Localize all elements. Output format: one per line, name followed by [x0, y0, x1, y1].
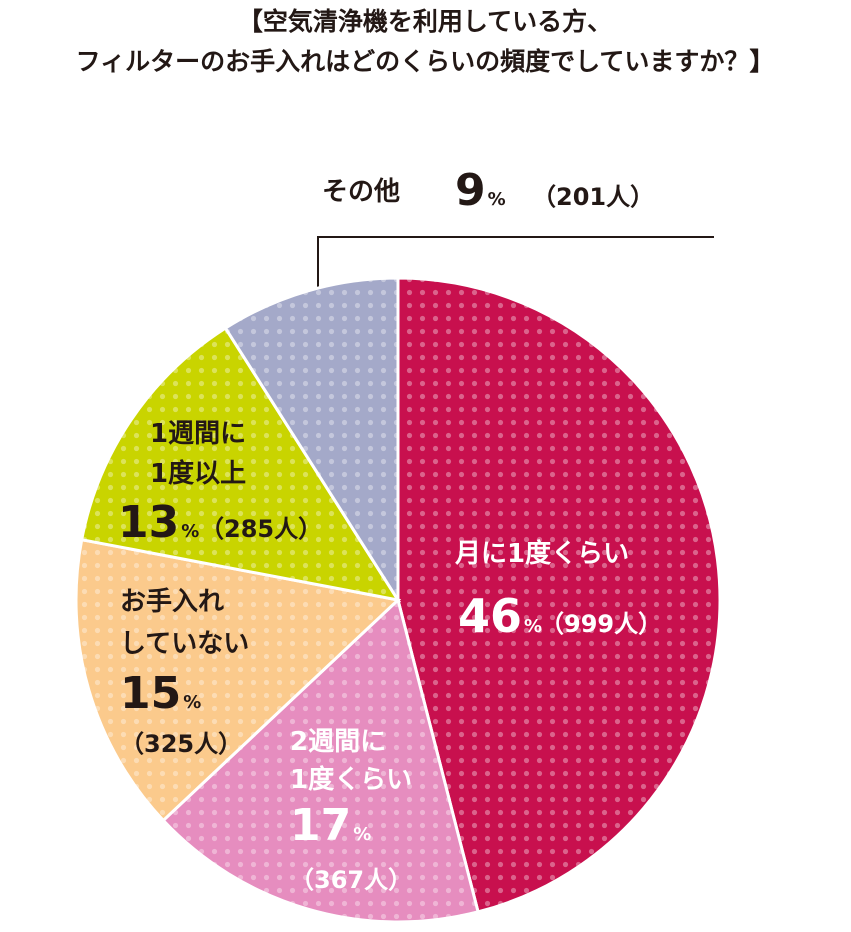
percent-label: 13% — [118, 497, 199, 548]
slice-dots — [81, 328, 399, 600]
percent-number: 17 — [290, 800, 351, 851]
slice-dots — [75, 539, 398, 821]
percent-label: 46% — [458, 589, 542, 643]
slice-label-line: お手入れ — [120, 587, 224, 617]
percent-number: 13 — [118, 497, 179, 548]
chart-title: 【空気清浄機を利用している方、 — [238, 7, 612, 36]
count-label: （999人） — [540, 610, 662, 638]
chart-title: フィルターのお手入れはどのくらいの頻度でしていますか？】 — [76, 47, 775, 76]
count-label: （325人） — [120, 730, 242, 758]
slice-label-line: その他 — [322, 177, 400, 207]
count-label: （201人） — [532, 183, 654, 211]
slice-label-line: 1度くらい — [290, 764, 412, 795]
percent-sign: % — [181, 521, 199, 542]
percent-number: 9 — [455, 165, 486, 216]
slice-label-line: 1度以上 — [150, 458, 246, 489]
percent-sign: % — [183, 692, 201, 713]
slice-label: 2週間に 1度くらい — [290, 727, 412, 795]
count-label: （285人） — [200, 515, 322, 543]
slice-label-line: 月に1度くらい — [454, 538, 629, 569]
percent-number: 46 — [458, 589, 522, 643]
percent-sign: % — [488, 189, 506, 210]
slice-label: 1週間に 1度以上 — [150, 419, 246, 489]
percent-sign: % — [524, 616, 542, 637]
slice-label: その他 — [322, 177, 400, 207]
percent-label: 15% — [120, 668, 201, 719]
slice-dots — [225, 278, 398, 600]
slice-label: 月に1度くらい — [454, 538, 629, 569]
percent-sign: % — [353, 824, 371, 845]
percent-label: 9% — [455, 165, 506, 216]
slice-dots — [163, 600, 479, 922]
percent-label: 17% — [290, 800, 371, 851]
slice-label-line: 2週間に — [290, 727, 386, 757]
count-label: （367人） — [290, 866, 412, 894]
slice-label-line: 1週間に — [150, 419, 246, 449]
slice-dots — [398, 278, 721, 912]
slice-label: お手入れしていない — [120, 587, 249, 659]
slice-label-line: していない — [120, 629, 249, 659]
percent-number: 15 — [120, 668, 181, 719]
